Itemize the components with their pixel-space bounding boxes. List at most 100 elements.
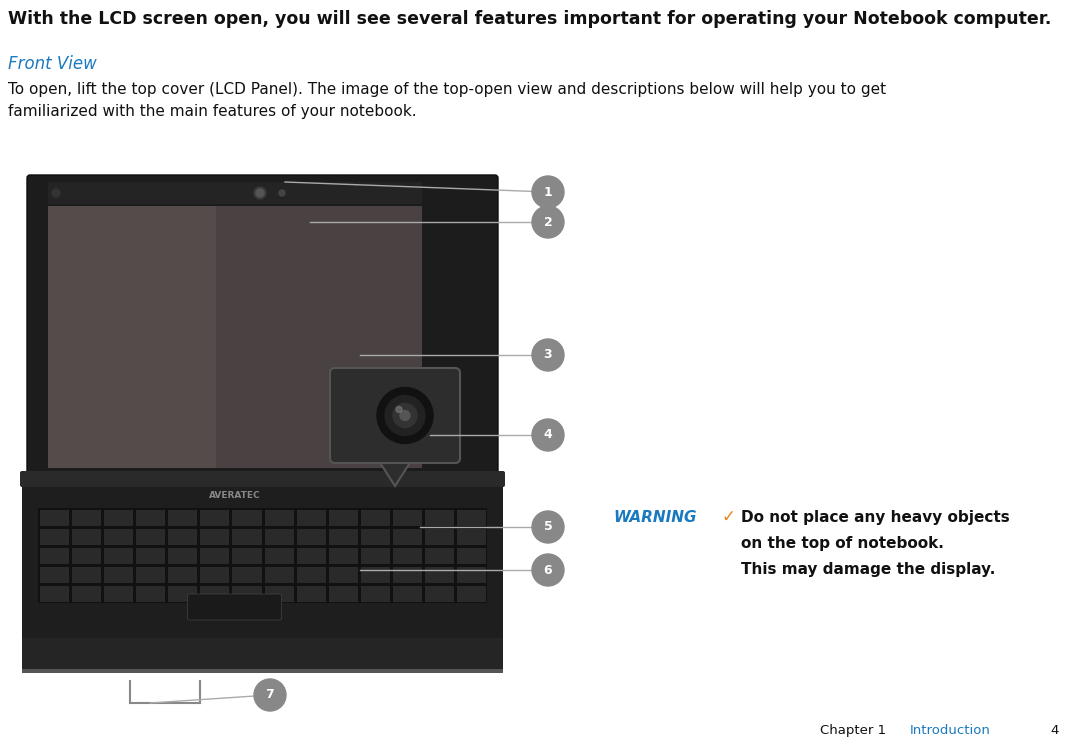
Bar xyxy=(137,586,166,602)
Bar xyxy=(200,529,229,545)
Circle shape xyxy=(377,388,433,444)
Bar xyxy=(393,567,422,583)
Text: Chapter 1: Chapter 1 xyxy=(820,724,887,737)
Bar xyxy=(425,567,454,583)
Text: ✓: ✓ xyxy=(721,508,735,526)
Bar xyxy=(200,510,229,526)
Text: 6: 6 xyxy=(543,563,552,577)
Circle shape xyxy=(256,189,264,197)
Bar xyxy=(393,548,422,564)
FancyBboxPatch shape xyxy=(330,368,461,463)
Bar xyxy=(200,567,229,583)
Circle shape xyxy=(393,403,417,427)
Circle shape xyxy=(279,190,285,196)
Bar xyxy=(328,567,357,583)
Bar xyxy=(360,567,390,583)
Bar xyxy=(168,567,197,583)
Circle shape xyxy=(396,406,402,412)
Bar xyxy=(137,548,166,564)
Text: 2: 2 xyxy=(543,215,552,229)
PathPatch shape xyxy=(377,458,413,486)
Circle shape xyxy=(532,206,564,238)
Text: on the top of notebook.: on the top of notebook. xyxy=(741,536,944,551)
Text: Introduction: Introduction xyxy=(910,724,991,737)
Bar xyxy=(48,182,422,204)
Bar xyxy=(328,548,357,564)
Bar xyxy=(297,529,326,545)
Bar xyxy=(328,586,357,602)
Bar xyxy=(104,529,133,545)
Circle shape xyxy=(254,187,266,199)
Bar xyxy=(72,548,101,564)
Circle shape xyxy=(532,419,564,451)
Bar xyxy=(38,508,487,603)
Bar xyxy=(328,529,357,545)
Circle shape xyxy=(254,679,286,711)
Bar xyxy=(232,548,261,564)
Bar xyxy=(393,510,422,526)
Bar xyxy=(297,548,326,564)
Bar xyxy=(22,478,502,638)
Bar xyxy=(232,510,261,526)
FancyBboxPatch shape xyxy=(187,594,282,620)
Bar xyxy=(360,529,390,545)
Bar xyxy=(425,548,454,564)
Bar xyxy=(393,586,422,602)
Text: WARNING: WARNING xyxy=(613,510,696,525)
Circle shape xyxy=(532,554,564,586)
Text: Do not place any heavy objects: Do not place any heavy objects xyxy=(741,510,1009,525)
Bar xyxy=(457,548,486,564)
Bar xyxy=(457,586,486,602)
Bar xyxy=(457,529,486,545)
Circle shape xyxy=(52,189,60,197)
Bar xyxy=(40,586,69,602)
Bar xyxy=(360,510,390,526)
Bar xyxy=(457,567,486,583)
Bar xyxy=(168,510,197,526)
Text: Front View: Front View xyxy=(8,55,97,73)
Text: 3: 3 xyxy=(543,348,552,362)
Bar xyxy=(104,586,133,602)
Bar xyxy=(328,510,357,526)
Bar xyxy=(360,586,390,602)
Bar xyxy=(72,567,101,583)
Bar xyxy=(40,529,69,545)
Text: 5: 5 xyxy=(543,521,552,533)
Circle shape xyxy=(400,410,410,421)
FancyBboxPatch shape xyxy=(27,175,498,481)
Bar xyxy=(104,548,133,564)
Bar xyxy=(48,206,216,468)
Bar xyxy=(425,529,454,545)
Bar xyxy=(297,567,326,583)
Text: With the LCD screen open, you will see several features important for operating : With the LCD screen open, you will see s… xyxy=(8,10,1051,28)
Circle shape xyxy=(532,176,564,208)
Bar xyxy=(425,586,454,602)
Bar xyxy=(40,567,69,583)
Bar xyxy=(265,548,294,564)
Text: AVERATEC: AVERATEC xyxy=(209,492,260,501)
Text: 1: 1 xyxy=(543,186,552,198)
Text: 4: 4 xyxy=(1050,724,1059,737)
Bar xyxy=(48,206,422,468)
Bar xyxy=(200,548,229,564)
Bar xyxy=(72,586,101,602)
Bar xyxy=(22,638,502,673)
Bar xyxy=(265,567,294,583)
Circle shape xyxy=(532,511,564,543)
Bar xyxy=(457,510,486,526)
Bar xyxy=(40,510,69,526)
Bar xyxy=(200,586,229,602)
Bar xyxy=(265,586,294,602)
Bar xyxy=(265,529,294,545)
Text: 7: 7 xyxy=(266,689,274,701)
Bar xyxy=(425,510,454,526)
Bar xyxy=(297,510,326,526)
Text: familiarized with the main features of your notebook.: familiarized with the main features of y… xyxy=(8,104,416,119)
Bar xyxy=(168,586,197,602)
Bar xyxy=(393,529,422,545)
Bar xyxy=(297,586,326,602)
Bar xyxy=(137,510,166,526)
Bar xyxy=(104,510,133,526)
Bar xyxy=(232,586,261,602)
Bar xyxy=(360,548,390,564)
